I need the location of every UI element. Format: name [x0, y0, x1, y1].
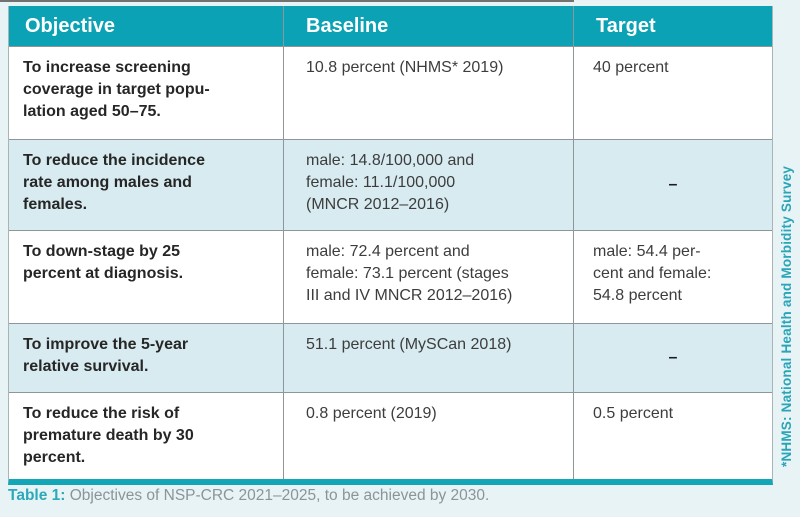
table-row: To improve the 5-year relative survival.…	[9, 323, 772, 392]
cell-objective-incidence: To reduce the incidence rate among males…	[9, 140, 284, 230]
cell-target-mortality: 0.5 percent	[593, 405, 674, 422]
scan-edge-line	[0, 0, 574, 2]
cell-objective-screening: To increase screening coverage in target…	[9, 47, 284, 139]
table-row: To increase screening coverage in target…	[9, 46, 772, 139]
cell-baseline-incidence: male: 14.8/100,000 and female: 11.1/100,…	[284, 140, 574, 230]
objectives-table: Objective Baseline Target To increase sc…	[8, 6, 773, 485]
cell-target-survival: –	[668, 349, 678, 366]
cell-objective-survival: To improve the 5-year relative survival.	[9, 324, 284, 392]
table-row: To reduce the incidence rate among males…	[9, 139, 772, 230]
caption-text: Objectives of NSP-CRC 2021–2025, to be a…	[65, 487, 490, 504]
cell-objective-mortality: To reduce the risk of premature death by…	[9, 393, 284, 479]
cell-baseline-survival: 51.1 percent (MySCan 2018)	[284, 324, 574, 392]
table-caption: Table 1: Objectives of NSP-CRC 2021–2025…	[8, 487, 489, 505]
caption-label: Table 1:	[8, 487, 66, 504]
cell-target-downstage: male: 54.4 per- cent and female: 54.8 pe…	[593, 243, 712, 304]
cell-baseline-downstage: male: 72.4 percent and female: 73.1 perc…	[284, 231, 574, 323]
cell-baseline-screening: 10.8 percent (NHMS* 2019)	[284, 47, 574, 139]
cell-objective-downstage: To down-stage by 25 percent at diagnosis…	[9, 231, 284, 323]
cell-target-screening: 40 percent	[593, 59, 669, 76]
table-row: To reduce the risk of premature death by…	[9, 392, 772, 479]
cell-target-incidence: –	[668, 176, 678, 193]
cell-baseline-mortality: 0.8 percent (2019)	[284, 393, 574, 479]
column-header-objective: Objective	[9, 6, 284, 46]
column-header-target: Target	[596, 14, 656, 37]
table-row: To down-stage by 25 percent at diagnosis…	[9, 230, 772, 323]
vertical-footnote: *NHMS: National Health and Morbidity Sur…	[779, 165, 794, 467]
table-header-row: Objective Baseline Target	[9, 6, 772, 46]
column-header-baseline: Baseline	[284, 6, 574, 46]
